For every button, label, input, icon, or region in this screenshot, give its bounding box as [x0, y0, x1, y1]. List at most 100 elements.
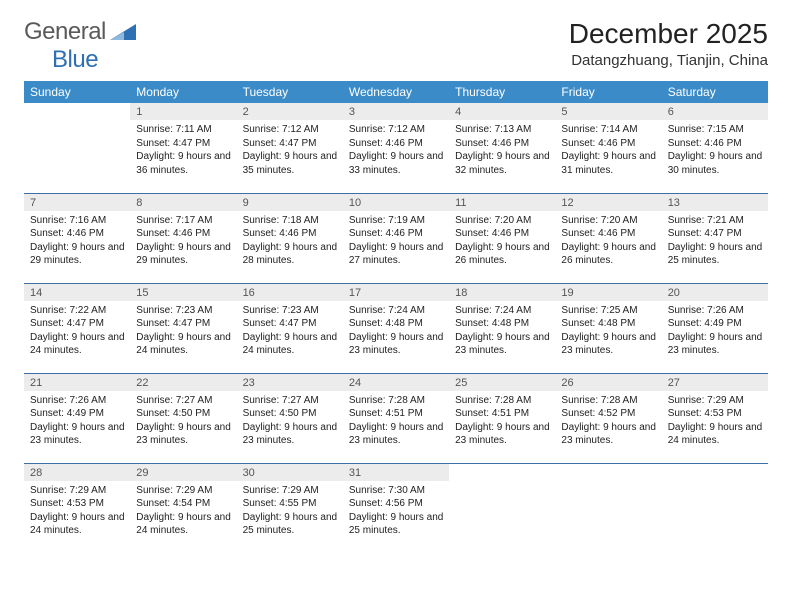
- day-number: 11: [449, 194, 555, 211]
- day-number: 12: [555, 194, 661, 211]
- day-number: 29: [130, 464, 236, 481]
- day-number: 9: [237, 194, 343, 211]
- day-cell: 29Sunrise: 7:29 AMSunset: 4:54 PMDayligh…: [130, 463, 236, 553]
- day-details: Sunrise: 7:30 AMSunset: 4:56 PMDaylight:…: [343, 481, 449, 542]
- day-number: 25: [449, 374, 555, 391]
- day-details: Sunrise: 7:22 AMSunset: 4:47 PMDaylight:…: [24, 301, 130, 362]
- day-number: 16: [237, 284, 343, 301]
- day-cell: 19Sunrise: 7:25 AMSunset: 4:48 PMDayligh…: [555, 283, 661, 373]
- day-cell: 11Sunrise: 7:20 AMSunset: 4:46 PMDayligh…: [449, 193, 555, 283]
- day-details: Sunrise: 7:17 AMSunset: 4:46 PMDaylight:…: [130, 211, 236, 272]
- day-number: 7: [24, 194, 130, 211]
- day-details: Sunrise: 7:16 AMSunset: 4:46 PMDaylight:…: [24, 211, 130, 272]
- dow-thursday: Thursday: [449, 81, 555, 103]
- day-cell: 31Sunrise: 7:30 AMSunset: 4:56 PMDayligh…: [343, 463, 449, 553]
- day-cell: 1Sunrise: 7:11 AMSunset: 4:47 PMDaylight…: [130, 103, 236, 193]
- day-number: 26: [555, 374, 661, 391]
- day-number: 15: [130, 284, 236, 301]
- day-details: Sunrise: 7:28 AMSunset: 4:51 PMDaylight:…: [343, 391, 449, 452]
- dow-saturday: Saturday: [662, 81, 768, 103]
- day-details: Sunrise: 7:23 AMSunset: 4:47 PMDaylight:…: [237, 301, 343, 362]
- day-number: 20: [662, 284, 768, 301]
- day-details: Sunrise: 7:29 AMSunset: 4:55 PMDaylight:…: [237, 481, 343, 542]
- calendar-page: General Blue December 2025 Datangzhuang,…: [0, 0, 792, 553]
- day-number: 14: [24, 284, 130, 301]
- day-number: 2: [237, 103, 343, 120]
- day-details: Sunrise: 7:21 AMSunset: 4:47 PMDaylight:…: [662, 211, 768, 272]
- day-details: Sunrise: 7:20 AMSunset: 4:46 PMDaylight:…: [449, 211, 555, 272]
- week-row: 28Sunrise: 7:29 AMSunset: 4:53 PMDayligh…: [24, 463, 768, 553]
- day-details: Sunrise: 7:29 AMSunset: 4:53 PMDaylight:…: [662, 391, 768, 452]
- day-cell: 14Sunrise: 7:22 AMSunset: 4:47 PMDayligh…: [24, 283, 130, 373]
- day-cell: 24Sunrise: 7:28 AMSunset: 4:51 PMDayligh…: [343, 373, 449, 463]
- day-details: Sunrise: 7:27 AMSunset: 4:50 PMDaylight:…: [130, 391, 236, 452]
- day-details: Sunrise: 7:13 AMSunset: 4:46 PMDaylight:…: [449, 120, 555, 181]
- day-cell: 9Sunrise: 7:18 AMSunset: 4:46 PMDaylight…: [237, 193, 343, 283]
- day-cell: 5Sunrise: 7:14 AMSunset: 4:46 PMDaylight…: [555, 103, 661, 193]
- day-details: Sunrise: 7:18 AMSunset: 4:46 PMDaylight:…: [237, 211, 343, 272]
- day-number: 19: [555, 284, 661, 301]
- day-number: 1: [130, 103, 236, 120]
- day-cell: 26Sunrise: 7:28 AMSunset: 4:52 PMDayligh…: [555, 373, 661, 463]
- day-cell: 21Sunrise: 7:26 AMSunset: 4:49 PMDayligh…: [24, 373, 130, 463]
- day-details: Sunrise: 7:28 AMSunset: 4:51 PMDaylight:…: [449, 391, 555, 452]
- day-cell: 27Sunrise: 7:29 AMSunset: 4:53 PMDayligh…: [662, 373, 768, 463]
- day-cell: 2Sunrise: 7:12 AMSunset: 4:47 PMDaylight…: [237, 103, 343, 193]
- day-cell: 20Sunrise: 7:26 AMSunset: 4:49 PMDayligh…: [662, 283, 768, 373]
- week-row: .1Sunrise: 7:11 AMSunset: 4:47 PMDayligh…: [24, 103, 768, 193]
- logo-word-general: General: [24, 18, 106, 45]
- day-number: 6: [662, 103, 768, 120]
- dow-sunday: Sunday: [24, 81, 130, 103]
- day-cell: 4Sunrise: 7:13 AMSunset: 4:46 PMDaylight…: [449, 103, 555, 193]
- dow-tuesday: Tuesday: [237, 81, 343, 103]
- day-cell: .: [555, 463, 661, 553]
- day-cell: 13Sunrise: 7:21 AMSunset: 4:47 PMDayligh…: [662, 193, 768, 283]
- month-title: December 2025: [569, 18, 768, 50]
- location-text: Datangzhuang, Tianjin, China: [569, 52, 768, 69]
- day-cell: .: [662, 463, 768, 553]
- day-number: 13: [662, 194, 768, 211]
- day-number: 28: [24, 464, 130, 481]
- day-details: Sunrise: 7:27 AMSunset: 4:50 PMDaylight:…: [237, 391, 343, 452]
- day-cell: 16Sunrise: 7:23 AMSunset: 4:47 PMDayligh…: [237, 283, 343, 373]
- day-number: 22: [130, 374, 236, 391]
- day-details: Sunrise: 7:20 AMSunset: 4:46 PMDaylight:…: [555, 211, 661, 272]
- day-number: 30: [237, 464, 343, 481]
- day-cell: 6Sunrise: 7:15 AMSunset: 4:46 PMDaylight…: [662, 103, 768, 193]
- day-number: 5: [555, 103, 661, 120]
- day-details: Sunrise: 7:28 AMSunset: 4:52 PMDaylight:…: [555, 391, 661, 452]
- day-number: 31: [343, 464, 449, 481]
- day-details: Sunrise: 7:25 AMSunset: 4:48 PMDaylight:…: [555, 301, 661, 362]
- logo-text: General Blue: [24, 18, 106, 74]
- day-cell: 12Sunrise: 7:20 AMSunset: 4:46 PMDayligh…: [555, 193, 661, 283]
- day-cell: 17Sunrise: 7:24 AMSunset: 4:48 PMDayligh…: [343, 283, 449, 373]
- day-cell: 10Sunrise: 7:19 AMSunset: 4:46 PMDayligh…: [343, 193, 449, 283]
- day-details: Sunrise: 7:29 AMSunset: 4:54 PMDaylight:…: [130, 481, 236, 542]
- weekday-header-row: Sunday Monday Tuesday Wednesday Thursday…: [24, 81, 768, 103]
- day-cell: 8Sunrise: 7:17 AMSunset: 4:46 PMDaylight…: [130, 193, 236, 283]
- day-cell: 3Sunrise: 7:12 AMSunset: 4:46 PMDaylight…: [343, 103, 449, 193]
- day-number: 10: [343, 194, 449, 211]
- day-details: Sunrise: 7:24 AMSunset: 4:48 PMDaylight:…: [449, 301, 555, 362]
- day-cell: 30Sunrise: 7:29 AMSunset: 4:55 PMDayligh…: [237, 463, 343, 553]
- dow-monday: Monday: [130, 81, 236, 103]
- day-details: Sunrise: 7:23 AMSunset: 4:47 PMDaylight:…: [130, 301, 236, 362]
- day-details: Sunrise: 7:11 AMSunset: 4:47 PMDaylight:…: [130, 120, 236, 181]
- calendar-body: .1Sunrise: 7:11 AMSunset: 4:47 PMDayligh…: [24, 103, 768, 553]
- day-details: Sunrise: 7:29 AMSunset: 4:53 PMDaylight:…: [24, 481, 130, 542]
- day-details: Sunrise: 7:26 AMSunset: 4:49 PMDaylight:…: [662, 301, 768, 362]
- day-cell: .: [24, 103, 130, 193]
- day-details: Sunrise: 7:15 AMSunset: 4:46 PMDaylight:…: [662, 120, 768, 181]
- day-cell: 23Sunrise: 7:27 AMSunset: 4:50 PMDayligh…: [237, 373, 343, 463]
- day-details: Sunrise: 7:19 AMSunset: 4:46 PMDaylight:…: [343, 211, 449, 272]
- day-cell: .: [449, 463, 555, 553]
- day-details: Sunrise: 7:12 AMSunset: 4:47 PMDaylight:…: [237, 120, 343, 181]
- logo: General Blue: [24, 18, 140, 74]
- week-row: 7Sunrise: 7:16 AMSunset: 4:46 PMDaylight…: [24, 193, 768, 283]
- header: General Blue December 2025 Datangzhuang,…: [24, 18, 768, 77]
- day-details: Sunrise: 7:14 AMSunset: 4:46 PMDaylight:…: [555, 120, 661, 181]
- dow-wednesday: Wednesday: [343, 81, 449, 103]
- day-cell: 7Sunrise: 7:16 AMSunset: 4:46 PMDaylight…: [24, 193, 130, 283]
- day-number: 3: [343, 103, 449, 120]
- week-row: 14Sunrise: 7:22 AMSunset: 4:47 PMDayligh…: [24, 283, 768, 373]
